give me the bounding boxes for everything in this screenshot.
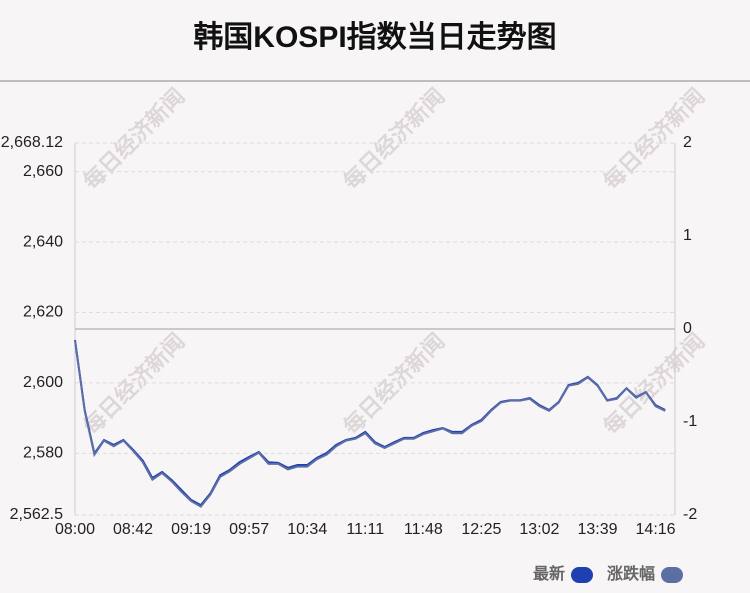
y2-tick-label: 2 bbox=[683, 134, 692, 151]
y2-tick-label: 0 bbox=[683, 320, 692, 337]
x-tick-label: 10:34 bbox=[287, 521, 327, 538]
legend-swatch bbox=[570, 567, 593, 583]
legend-swatch bbox=[661, 567, 683, 583]
y-tick-label: 2,580 bbox=[23, 445, 63, 462]
y2-tick-label: -2 bbox=[683, 506, 697, 523]
y2-tick-label: 1 bbox=[683, 227, 692, 244]
x-tick-label: 09:19 bbox=[171, 521, 211, 538]
series-line bbox=[74, 340, 666, 508]
chart-title: 韩国KOSPI指数当日走势图 bbox=[193, 21, 556, 54]
y2-tick-label: -1 bbox=[683, 413, 697, 430]
y-tick-label: 2,660 bbox=[23, 163, 63, 180]
y-tick-label: 2,668.12 bbox=[1, 134, 63, 151]
x-tick-label: 11:11 bbox=[346, 521, 384, 538]
legend-label: 最新 bbox=[533, 564, 565, 583]
x-tick-label: 14:16 bbox=[636, 521, 676, 538]
x-tick-label: 11:48 bbox=[404, 521, 443, 538]
y-tick-label: 2,640 bbox=[23, 233, 63, 250]
x-tick-label: 13:39 bbox=[577, 521, 617, 538]
x-tick-label: 08:00 bbox=[55, 521, 95, 538]
x-tick-label: 09:57 bbox=[229, 521, 269, 538]
x-tick-label: 08:42 bbox=[113, 521, 153, 538]
legend-label: 涨跌幅 bbox=[607, 564, 655, 583]
x-tick-label: 13:02 bbox=[519, 521, 559, 538]
x-tick-label: 12:25 bbox=[461, 521, 501, 538]
y-tick-label: 2,600 bbox=[23, 374, 63, 391]
y-tick-label: 2,562.5 bbox=[10, 506, 63, 523]
y-tick-label: 2,620 bbox=[23, 304, 63, 321]
